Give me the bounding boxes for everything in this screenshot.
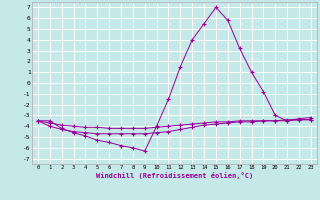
X-axis label: Windchill (Refroidissement éolien,°C): Windchill (Refroidissement éolien,°C) (96, 172, 253, 179)
